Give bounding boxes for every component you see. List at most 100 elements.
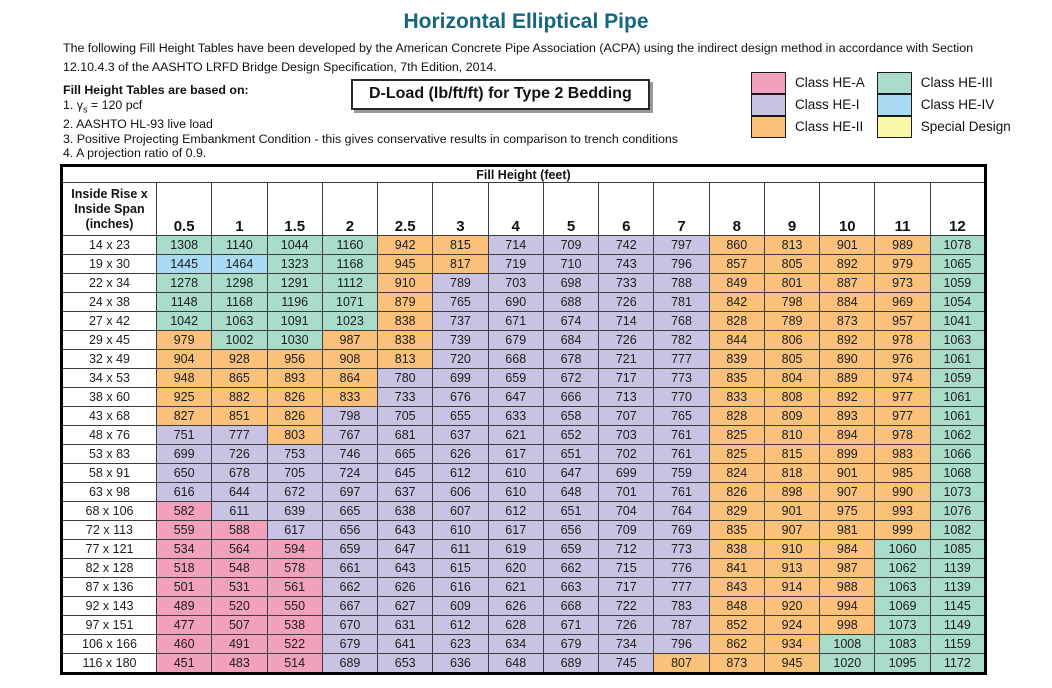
data-cell: 643 (377, 558, 434, 579)
data-cell: 907 (763, 520, 821, 541)
row-label: 27 x 42 (61, 311, 157, 332)
data-cell: 1008 (819, 634, 876, 655)
data-cell: 893 (266, 368, 323, 389)
data-cell: 670 (321, 615, 379, 636)
row-label: 72 x 113 (61, 520, 157, 541)
data-cell: 702 (598, 444, 655, 465)
data-cell: 703 (598, 425, 655, 446)
data-cell: 672 (266, 482, 323, 503)
data-cell: 717 (598, 577, 655, 598)
data-cell: 839 (708, 349, 765, 370)
data-cell: 773 (653, 539, 710, 560)
data-cell: 1002 (211, 330, 268, 351)
data-cell: 1020 (819, 653, 876, 675)
data-cell: 588 (211, 520, 268, 541)
data-cell: 977 (874, 387, 931, 408)
data-cell: 781 (653, 292, 710, 313)
data-cell: 739 (432, 330, 489, 351)
data-cell: 705 (377, 406, 434, 427)
data-cell: 743 (598, 254, 655, 275)
data-cell: 984 (819, 539, 876, 560)
data-cell: 709 (598, 520, 655, 541)
data-cell: 765 (432, 292, 489, 313)
data-cell: 477 (155, 615, 213, 636)
fill-height-table: Fill Height (feet) Inside Rise x Inside Sp… (60, 164, 987, 676)
data-cell: 451 (155, 653, 213, 675)
data-cell: 1073 (874, 615, 931, 636)
data-cell: 797 (653, 235, 710, 256)
data-cell: 842 (708, 292, 765, 313)
data-cell: 689 (321, 653, 379, 675)
data-cell: 655 (432, 406, 489, 427)
data-cell: 1445 (155, 254, 213, 275)
data-cell: 826 (708, 482, 765, 503)
data-cell: 1145 (929, 596, 987, 617)
data-cell: 925 (155, 387, 213, 408)
data-cell: 623 (432, 634, 489, 655)
data-cell: 701 (598, 482, 655, 503)
note-item-4: 4. A projection ratio of 0.9. (63, 146, 207, 161)
data-cell: 979 (874, 254, 931, 275)
data-cell: 663 (542, 577, 600, 598)
data-cell: 726 (598, 292, 655, 313)
data-cell: 501 (155, 577, 213, 598)
data-cell: 809 (763, 406, 821, 427)
data-cell: 894 (819, 425, 876, 446)
data-cell: 892 (819, 387, 876, 408)
data-cell: 825 (708, 444, 765, 465)
data-cell: 777 (653, 577, 710, 598)
data-cell: 920 (763, 596, 821, 617)
data-cell: 901 (819, 235, 876, 256)
data-cell: 913 (763, 558, 821, 579)
data-cell: 483 (211, 653, 268, 675)
legend-item: Class HE-III (876, 71, 1011, 94)
table-row: 38 x 60 925 882 826 833 733 676 647 666 713 770 833… (61, 387, 987, 408)
table-row: 116 x 180 451 483 514 689 653 636 648 689 745 807 8… (61, 653, 987, 675)
data-cell: 712 (598, 539, 655, 560)
data-cell: 873 (819, 311, 876, 332)
intro-text: The following Fill Height Tables have be… (63, 41, 974, 74)
data-cell: 957 (874, 311, 931, 332)
data-cell: 681 (377, 425, 434, 446)
data-cell: 639 (266, 501, 323, 522)
data-cell: 990 (874, 482, 931, 503)
data-cell: 789 (763, 311, 821, 332)
data-cell: 1095 (874, 653, 931, 675)
data-cell: 765 (653, 406, 710, 427)
data-cell: 887 (819, 273, 876, 294)
data-cell: 726 (598, 615, 655, 636)
data-cell: 788 (653, 273, 710, 294)
data-cell: 1078 (929, 235, 987, 256)
data-cell: 672 (542, 368, 600, 389)
data-cell: 636 (432, 653, 489, 675)
data-cell: 628 (487, 615, 544, 636)
data-cell: 534 (155, 539, 213, 560)
col-header-11: 11 (874, 182, 931, 237)
data-cell: 668 (487, 349, 544, 370)
data-cell: 703 (487, 273, 544, 294)
data-cell: 807 (653, 653, 710, 675)
data-cell: 908 (321, 349, 379, 370)
legend-swatch-IV (876, 93, 912, 116)
data-cell: 679 (542, 634, 600, 655)
data-cell: 647 (487, 387, 544, 408)
data-cell: 1085 (929, 539, 987, 560)
data-cell: 782 (653, 330, 710, 351)
note-1-rest: = 120 pcf (87, 98, 143, 113)
data-cell: 956 (266, 349, 323, 370)
data-cell: 643 (377, 520, 434, 541)
data-cell: 661 (321, 558, 379, 579)
data-cell: 689 (542, 653, 600, 675)
data-cell: 714 (487, 235, 544, 256)
data-cell: 976 (874, 349, 931, 370)
data-cell: 713 (598, 387, 655, 408)
data-cell: 901 (763, 501, 821, 522)
row-header-label: Inside Rise x Inside Span (inches) (61, 182, 157, 237)
data-cell: 892 (819, 330, 876, 351)
data-cell: 550 (266, 596, 323, 617)
data-cell: 829 (708, 501, 765, 522)
table-row: 58 x 91 650 678 705 724 645 612 610 647 699 759 824… (61, 463, 987, 484)
col-header-2.5: 2.5 (377, 182, 434, 237)
data-cell: 818 (763, 463, 821, 484)
data-cell: 889 (819, 368, 876, 389)
